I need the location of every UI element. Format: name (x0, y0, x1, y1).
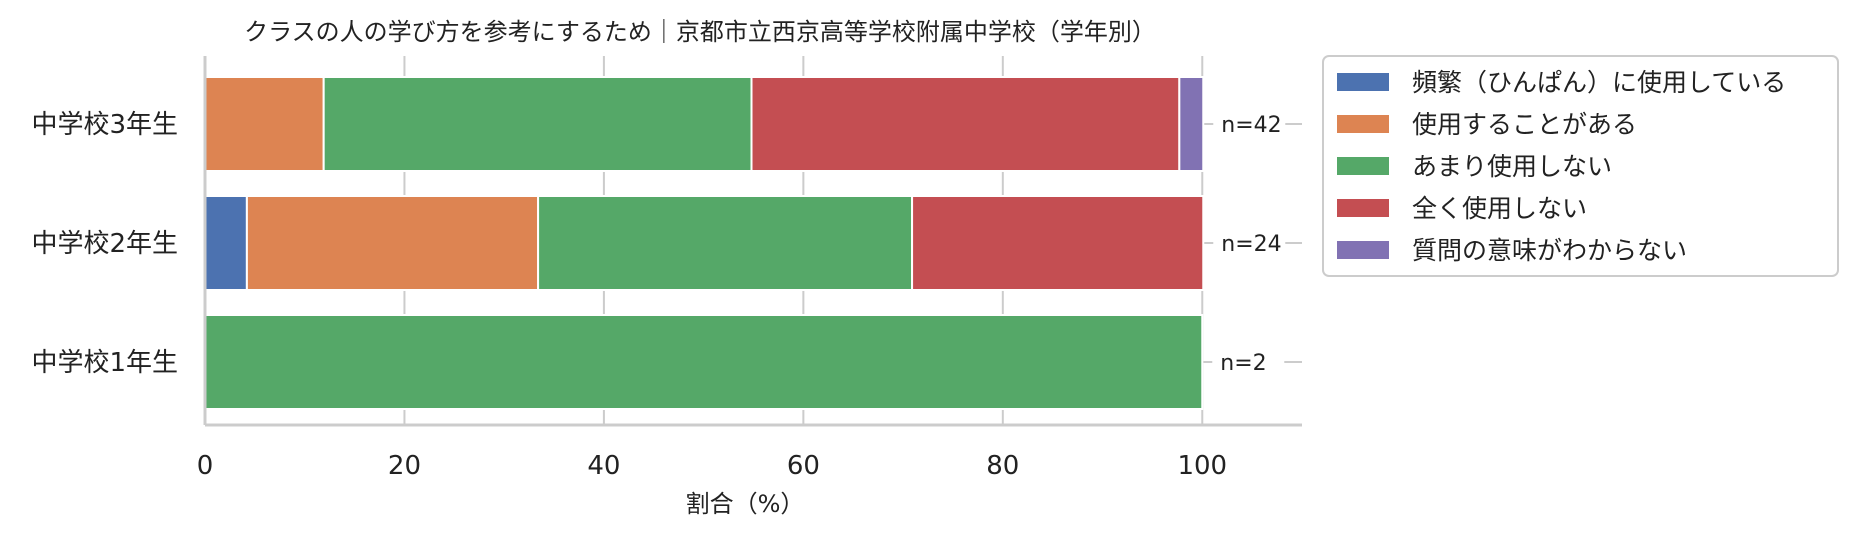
bars: 中学校3年生 n=42 中学校2年生 n=24 中学校1年生 n=2 (31, 76, 1286, 410)
bar-segment-0-1 (204, 76, 325, 172)
legend-label-1: 使用することがある (1412, 110, 1637, 139)
category-label-0: 中学校3年生 (31, 110, 178, 140)
legend-label-2: あまり使用しない (1412, 152, 1612, 181)
x-axis-label: 割合（%） (686, 490, 805, 518)
n-label-bg-1 (1213, 229, 1286, 257)
n-label-2: n=2 (1220, 351, 1266, 376)
legend-label-4: 質問の意味がわからない (1412, 236, 1687, 265)
bar-segment-0-4 (1178, 76, 1205, 172)
legend-swatch-3 (1337, 199, 1389, 217)
n-label-0: n=42 (1221, 113, 1281, 138)
legend-swatch-1 (1337, 115, 1389, 133)
bar-segment-1-2 (537, 195, 914, 291)
category-label-1: 中学校2年生 (31, 229, 178, 259)
x-tick-label-0: 0 (197, 451, 214, 481)
legend-swatch-2 (1337, 157, 1389, 175)
x-tick-label-2: 40 (587, 451, 620, 481)
category-label-2: 中学校1年生 (31, 348, 178, 378)
bar-segment-0-2 (322, 76, 753, 172)
axes: 0 20 40 60 80 100 (197, 56, 1302, 481)
x-tick-label-4: 80 (986, 451, 1019, 481)
legend-label-0: 頻繁（ひんぱん）に使用している (1412, 68, 1786, 97)
legend: 頻繁（ひんぱん）に使用している使用することがあるあまり使用しない全く使用しない質… (1322, 55, 1839, 277)
bar-segment-0-3 (750, 76, 1181, 172)
legend-swatch-4 (1337, 241, 1389, 259)
n-label-bg-2 (1212, 348, 1285, 376)
x-tick-label-5: 100 (1177, 451, 1227, 481)
x-tick-label-3: 60 (787, 451, 820, 481)
chart-title: クラスの人の学び方を参考にするため｜京都市立西京高等学校附属中学校（学年別） (244, 18, 1156, 46)
bar-segment-2-2 (204, 314, 1204, 410)
x-tick-label-1: 20 (388, 451, 421, 481)
legend-swatch-0 (1337, 73, 1389, 91)
n-label-bg-0 (1213, 110, 1286, 138)
bar-segment-1-3 (911, 195, 1205, 291)
legend-label-3: 全く使用しない (1412, 194, 1587, 223)
bar-segment-1-1 (245, 195, 540, 291)
legend-box (1322, 55, 1839, 277)
n-label-1: n=24 (1221, 232, 1281, 257)
bar-segment-1-0 (204, 195, 248, 291)
